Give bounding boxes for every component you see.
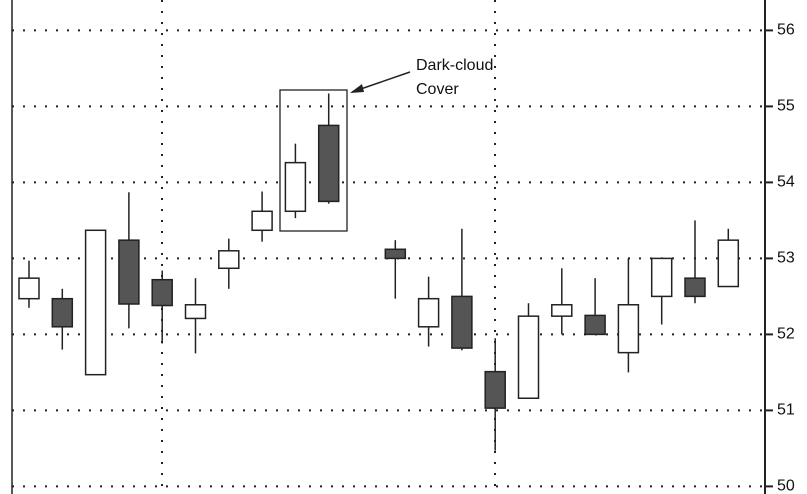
candle-body (317, 124, 340, 203)
candle-body (517, 315, 540, 399)
candle-body (118, 239, 140, 305)
candle-body (284, 161, 307, 213)
candle-body (218, 250, 240, 270)
candle-body (650, 257, 673, 298)
candle-body (384, 248, 407, 260)
candle-body (51, 297, 74, 328)
candle-body (417, 297, 440, 328)
y-tick-label: 51 (777, 402, 795, 419)
candle-body (18, 277, 40, 300)
y-tick-label: 50 (777, 478, 795, 494)
y-tick-label: 52 (777, 326, 795, 343)
candle-body (684, 277, 706, 298)
annotation: Dark-cloud (416, 57, 493, 74)
candle-body (551, 304, 573, 317)
candle-body (584, 314, 606, 336)
annotation: Cover (416, 81, 459, 98)
candle-body (184, 304, 207, 320)
annotation-box (279, 89, 348, 232)
arrow-head (350, 84, 364, 93)
candle-body (151, 278, 173, 307)
candle-body (617, 304, 640, 354)
candle-body (451, 295, 473, 349)
candle-body (717, 239, 740, 288)
candle-body (84, 229, 107, 376)
candle-body (484, 370, 506, 409)
y-tick-label: 53 (777, 250, 795, 267)
y-tick-label: 54 (777, 174, 795, 191)
candle-body (251, 210, 273, 232)
y-tick-label: 55 (777, 98, 795, 115)
y-tick-label: 56 (777, 22, 795, 39)
